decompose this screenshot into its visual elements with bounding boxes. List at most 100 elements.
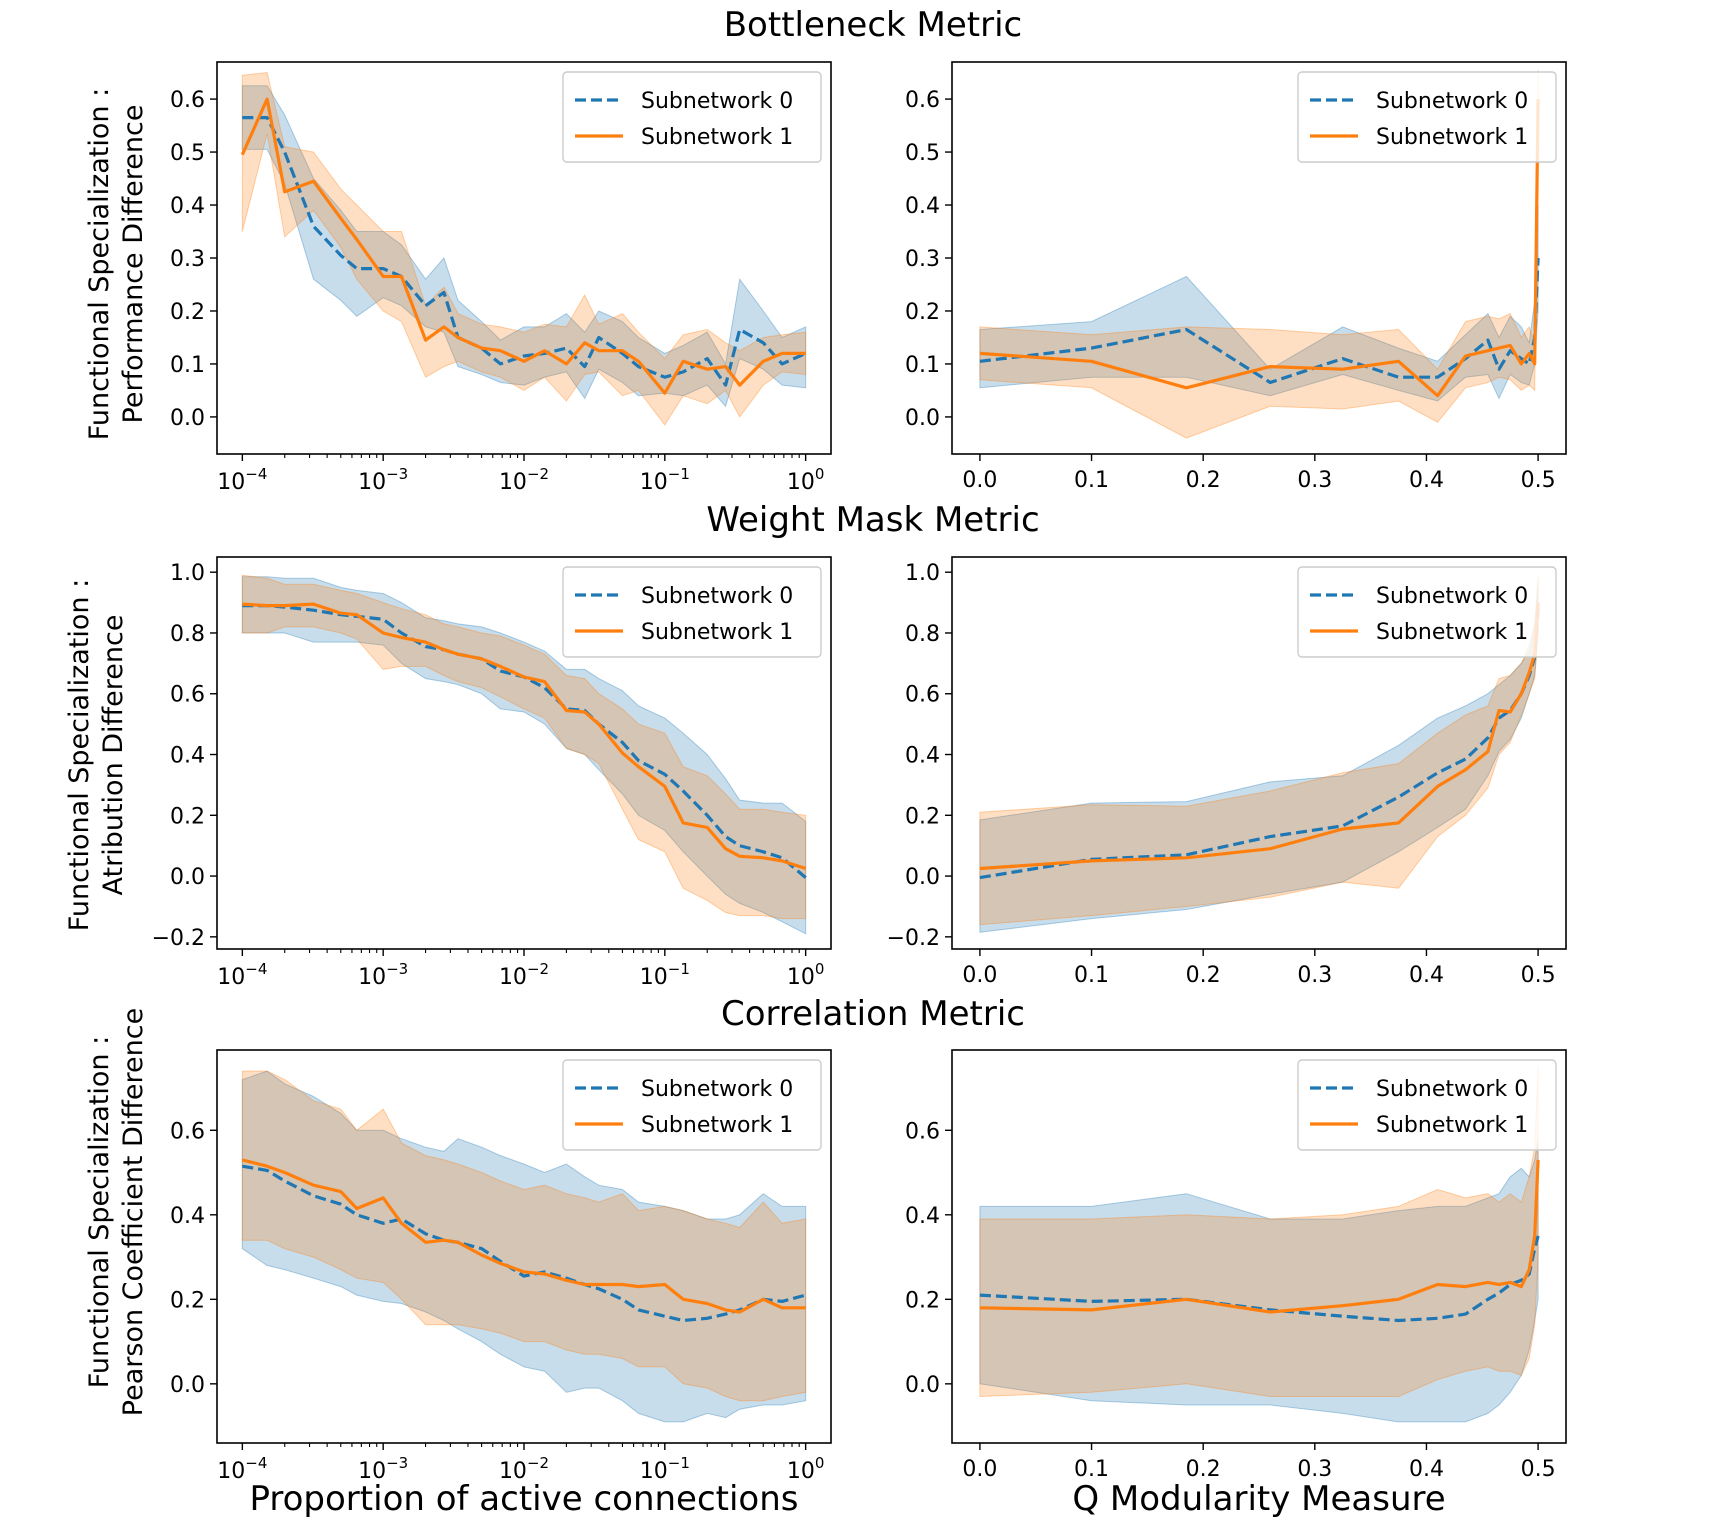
ylabel-row2-line1: Functional Specialization : [84,1036,115,1388]
row-title-weight-mask: Weight Mask Metric [706,500,1039,540]
xtick-label: 0.0 [962,1457,997,1482]
legend: Subnetwork 0 Subnetwork 1 [1297,71,1557,163]
legend-label-subnetwork-0: Subnetwork 0 [1376,1077,1528,1102]
xlabel-proportion: Proportion of active connections [249,1479,798,1519]
ytick-label: 0.1 [905,353,940,378]
plot-area [241,1070,807,1423]
legend: Subnetwork 0 Subnetwork 1 [1297,1059,1557,1151]
legend: Subnetwork 0 Subnetwork 1 [562,1059,822,1151]
ytick-label: 0.4 [170,744,205,769]
plot-area [241,574,807,935]
legend-label-subnetwork-1: Subnetwork 1 [1376,620,1528,645]
ytick-label: 0.0 [170,865,205,890]
panel-r2c1: 0.0 0.2 0.4 0.6 0.0 0.1 0.2 0.3 0.4 0.5 Subnetwork… [905,1049,1567,1482]
ytick-label: 0.0 [170,406,205,431]
legend-box [562,71,822,163]
legend-label-subnetwork-0: Subnetwork 0 [1376,584,1528,609]
ytick-label: 0.4 [170,194,205,219]
xtick-label: 10−2 [499,1454,549,1484]
band-subnetwork-0 [241,85,807,408]
ytick-label: 0.1 [170,353,205,378]
ytick-label: 0.2 [905,804,940,829]
plot-area [979,1066,1540,1423]
line-subnetwork-0 [242,603,807,879]
xtick-label: 0.4 [1409,468,1444,493]
legend-label-subnetwork-1: Subnetwork 1 [641,620,793,645]
row-title-correlation: Correlation Metric [721,994,1025,1034]
xtick-label: 0.2 [1186,468,1221,493]
xtick-label: 0.0 [962,963,997,988]
band-subnetwork-0 [241,576,807,935]
xtick-label: 0.4 [1409,1457,1444,1482]
xtick-label: 10−3 [358,960,408,990]
ytick-label: 0.5 [170,141,205,166]
ytick-label: 0.2 [170,1288,205,1313]
ytick-label: 0.0 [905,1373,940,1398]
panel-r0c1: 0.0 0.1 0.2 0.3 0.4 0.5 0.6 0.0 0.1 0.2 0.3 0.4 0.5 S… [905,61,1567,493]
band-subnetwork-1 [241,574,807,920]
xtick-label: 0.4 [1409,963,1444,988]
legend-label-subnetwork-0: Subnetwork 0 [641,584,793,609]
ylabel-row0-line2: Performance Difference [118,105,149,424]
plot-area [240,72,807,426]
legend: Subnetwork 0 Subnetwork 1 [562,566,822,658]
ytick-label: 0.0 [905,865,940,890]
ytick-label: 0.4 [905,744,940,769]
xtick-label: 100 [787,1454,825,1484]
ytick-label: 0.2 [905,300,940,325]
ytick-label: 0.6 [170,683,205,708]
ytick-label: 0.4 [170,1204,205,1229]
xtick-label: 10−4 [217,960,267,990]
panel-r1c0: −0.2 0.0 0.2 0.4 0.6 0.8 1.0 10−4 10−3 10−2 10−1 10… [152,556,832,990]
xtick-label: 10−1 [640,465,690,495]
ytick-label: 0.6 [905,1119,940,1144]
xtick-label: 10−1 [640,960,690,990]
axes-frame [951,1049,1567,1444]
xtick-label: 0.1 [1074,468,1109,493]
legend-box [562,1059,822,1151]
ylabel-row1-line1: Functional Specialization : [64,579,95,931]
ytick-label: 0.8 [905,622,940,647]
xtick-label: 10−1 [640,1454,690,1484]
legend-label-subnetwork-1: Subnetwork 1 [1376,125,1528,150]
legend-label-subnetwork-0: Subnetwork 0 [1376,89,1528,114]
ytick-label: −0.2 [152,926,205,951]
legend-label-subnetwork-0: Subnetwork 0 [641,1077,793,1102]
xtick-label: 10−4 [217,1454,267,1484]
band-subnetwork-0 [979,204,1539,402]
ytick-label: 0.4 [905,194,940,219]
plot-area [979,69,1540,439]
band-subnetwork-1 [979,1066,1539,1398]
ytick-label: 0.5 [905,141,940,166]
xtick-label: 0.5 [1521,963,1556,988]
legend-box [1297,566,1557,658]
axes-frame [951,556,1567,950]
xtick-label: 10−2 [499,960,549,990]
xtick-label: 10−3 [358,1454,408,1484]
panel-r1c1: −0.2 0.0 0.2 0.4 0.6 0.8 1.0 0.0 0.1 0.2 0.3 0.4 0.5… [887,556,1567,988]
band-subnetwork-0 [241,1070,807,1423]
line-subnetwork-1 [979,602,1540,871]
legend-box [1297,71,1557,163]
ytick-label: 0.2 [905,1288,940,1313]
panel-r0c0: 0.0 0.1 0.2 0.3 0.4 0.5 0.6 10−4 10−3 10−2 10−1 100… [170,61,832,495]
legend-box [562,566,822,658]
ytick-label: −0.2 [887,926,940,951]
ytick-label: 0.6 [170,1119,205,1144]
ytick-label: 0.3 [170,247,205,272]
line-subnetwork-0 [242,115,807,387]
row-title-bottleneck: Bottleneck Metric [724,5,1023,45]
line-subnetwork-1 [979,99,1540,398]
legend: Subnetwork 0 Subnetwork 1 [562,71,822,163]
xtick-label: 0.5 [1521,468,1556,493]
legend-label-subnetwork-1: Subnetwork 1 [1376,1113,1528,1138]
ytick-label: 0.2 [170,300,205,325]
panel-r2c0: 0.0 0.2 0.4 0.6 10−4 10−3 10−2 10−1 100 Subnetwor… [170,1049,832,1484]
line-subnetwork-0 [242,1164,807,1323]
line-subnetwork-1 [979,1159,1540,1314]
ytick-label: 0.6 [170,88,205,113]
xlabel-q-modularity: Q Modularity Measure [1072,1479,1445,1519]
ytick-label: 0.3 [905,247,940,272]
ytick-label: 0.2 [170,804,205,829]
